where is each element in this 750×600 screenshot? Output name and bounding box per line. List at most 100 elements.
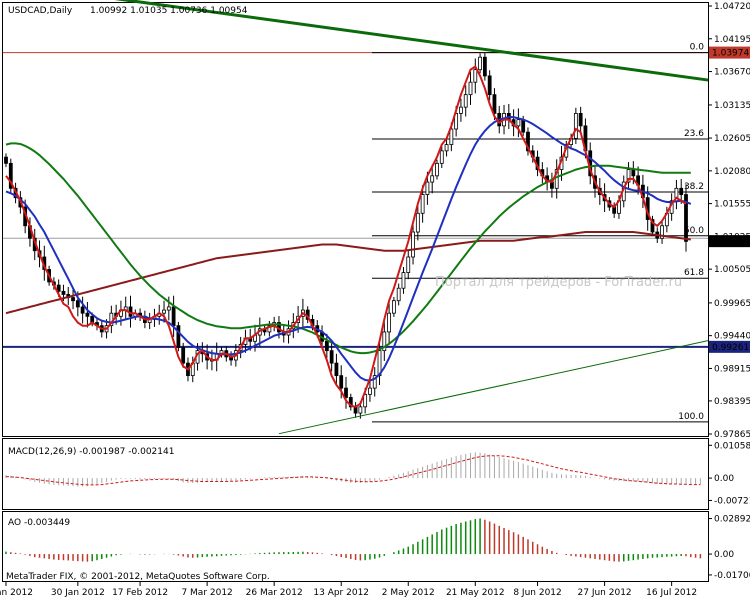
price-panel: 0.0 23.6 38.2 50.0 61.8 100.0 [3,0,709,435]
candle-body [626,169,631,183]
candle-body [487,75,492,96]
candle-body [348,397,353,408]
candle-body [339,375,344,389]
x-tick-label: 2 May 2012 [382,588,435,598]
price-tick-label: 1.03670 [714,68,750,78]
candle-body [363,393,368,408]
candle-body [162,309,166,314]
ma-red-line [5,65,687,408]
candle-body [372,375,377,389]
candle-body [430,175,435,183]
ao-label: AO -0.003449 [8,518,70,528]
fib-level-label: 50.0 [684,226,704,236]
x-tick-label: 7 Mar 2012 [181,588,232,598]
candle-body [71,297,75,302]
candle-body [521,119,526,133]
price-tick-label: 1.01555 [714,200,750,210]
fib-level-label: 61.8 [684,268,704,278]
candle-body [382,331,387,352]
price-tick-label: 1.02605 [714,134,750,144]
macd-tick-label: 0.00 [714,474,734,484]
candle-body [473,69,478,83]
candle-body [449,128,454,146]
candle-body [329,350,334,364]
candle-body [80,306,85,314]
candle-body [396,287,401,302]
trendline-falling-resistance [114,0,709,82]
candle-body [578,112,583,127]
level-price-box [709,340,750,353]
candle-body [425,181,430,195]
candle-body [415,212,420,233]
candle-body [482,56,487,77]
candle-body [387,312,391,333]
ao-tick-label: -0.01700 [714,571,750,581]
macd-tick-label: -0.00721 [714,496,750,506]
candle-body [420,194,425,214]
copyright-text: MetaTrader FIX, © 2001-2012, MetaQuotes … [6,572,270,582]
x-tick-label: 27 Jun 2012 [578,588,632,598]
x-tick-label: 30 Jan 2012 [51,588,105,598]
price-tick-label: 0.99440 [714,332,750,342]
x-tick-label: 16 Jul 2012 [646,588,697,598]
price-tick-label: 0.98915 [714,364,750,374]
level-price-box [709,46,750,59]
candle-body [171,306,176,327]
current-price-label: 1.00954 [712,237,749,247]
price-tick-label: 1.00505 [714,265,750,275]
candle-body [4,156,8,164]
ma-darkred-line [5,231,691,315]
candle-body [8,162,13,189]
fib-level-label: 23.6 [684,129,704,139]
candle-body [391,300,396,314]
x-tick-label: 26 Mar 2012 [246,588,303,598]
macd-panel-frame [2,438,709,510]
candle-body [468,81,473,96]
candle-body [85,312,90,317]
candle-body [459,106,463,114]
candle-body [684,194,688,242]
candle-body [660,225,664,239]
candle-body [411,231,415,258]
candle-body [75,300,80,308]
candle-body [516,119,521,127]
candle-body [439,150,444,164]
candle-body [478,56,482,71]
x-tick-label: 21 May 2012 [446,588,505,598]
candle-body [166,306,171,311]
ao-tick-label: 0.028922 [714,515,750,525]
candle-body [368,387,372,395]
price-tick-label: 1.04195 [714,35,750,45]
watermark: Портал для трейдеров - ForTrader.ru [435,275,682,290]
x-tick-label: 17 Feb 2012 [112,588,168,598]
ma-green-line [5,142,691,355]
price-tick-label: 1.02080 [714,167,750,177]
candle-body [631,169,636,177]
candle-body [267,325,272,333]
price-tick-label: 0.98395 [714,397,750,407]
price-tick-label: 0.99965 [714,299,750,309]
level-price-label: 1.03974 [712,49,749,59]
macd-panel [5,452,701,487]
ao-panel [5,518,702,562]
candle-body [526,131,530,152]
trendline-rising-support [278,340,709,435]
price-tick-label: 0.97865 [714,430,750,440]
fib-level-label: 0.0 [690,43,705,53]
macd-signal-line [5,455,701,486]
macd-label: MACD(12,26,9) -0.001987 -0.002141 [8,447,174,457]
current-price-box [709,235,750,248]
candle-body [406,256,411,274]
fib-level-label: 38.2 [684,182,704,192]
candle-body [344,387,348,398]
level-price-label: 0.99261 [712,343,749,353]
x-tick-label: 11 Jan 2012 [0,588,33,598]
candle-body [358,406,363,414]
candle-body [61,290,66,295]
x-tick-label: 8 Jun 2012 [513,588,561,598]
candle-body [650,219,655,233]
price-tick-label: 1.03135 [714,101,750,111]
candle-body [444,144,449,152]
